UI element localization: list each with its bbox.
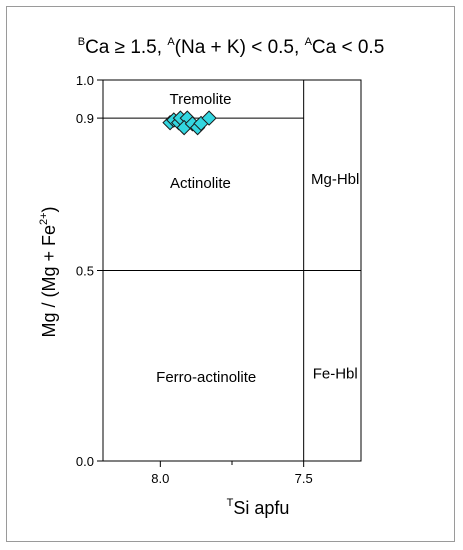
chart-frame [6,6,455,542]
field-label-ferro-actinolite: Ferro-actinolite [156,369,256,386]
x-axis-label-main: Si apfu [233,498,289,518]
title-sup-b: B [78,36,85,48]
y-axis-label-main: Mg / (Mg + Fe [39,225,59,338]
title-part-2: (Na + K) < 0.5, [175,37,305,58]
x-axis-label-sup: T [227,497,234,509]
field-boundaries [103,80,361,461]
y-axis-label: Mg / (Mg + Fe2+) [38,206,59,337]
field-label-actinolite: Actinolite [170,175,231,192]
y-tick-label: 0.0 [76,454,94,469]
field-label-mg-hbl: Mg-Hbl [311,171,359,188]
field-labels: Tremolite Actinolite Mg-Hbl Ferro-actinolit… [156,91,359,386]
title-sup-a1: A [167,36,175,48]
y-tick-label: 0.5 [76,264,94,279]
x-axis-label: TSi apfu [227,497,290,518]
y-axis-label-sup: 2+ [38,212,50,225]
title-part-1: Ca ≥ 1.5, [85,37,167,58]
x-tick-label: 8.0 [151,471,169,486]
title-part-3: Ca < 0.5 [312,37,384,58]
field-label-tremolite: Tremolite [169,91,231,108]
field-label-fe-hbl: Fe-Hbl [313,365,358,382]
y-tick-label: 1.0 [76,73,94,88]
axis-ticks: 8.0 7.5 0.0 0.5 0.9 1.0 [76,73,313,486]
x-tick-label: 7.5 [295,471,313,486]
y-axis-label-close: ) [39,206,59,212]
chart-title: BCa ≥ 1.5, A(Na + K) < 0.5, ACa < 0.5 [78,36,385,58]
y-tick-label: 0.9 [76,111,94,126]
data-point [201,110,217,126]
data-points [162,110,217,136]
title-sup-a2: A [305,36,313,48]
